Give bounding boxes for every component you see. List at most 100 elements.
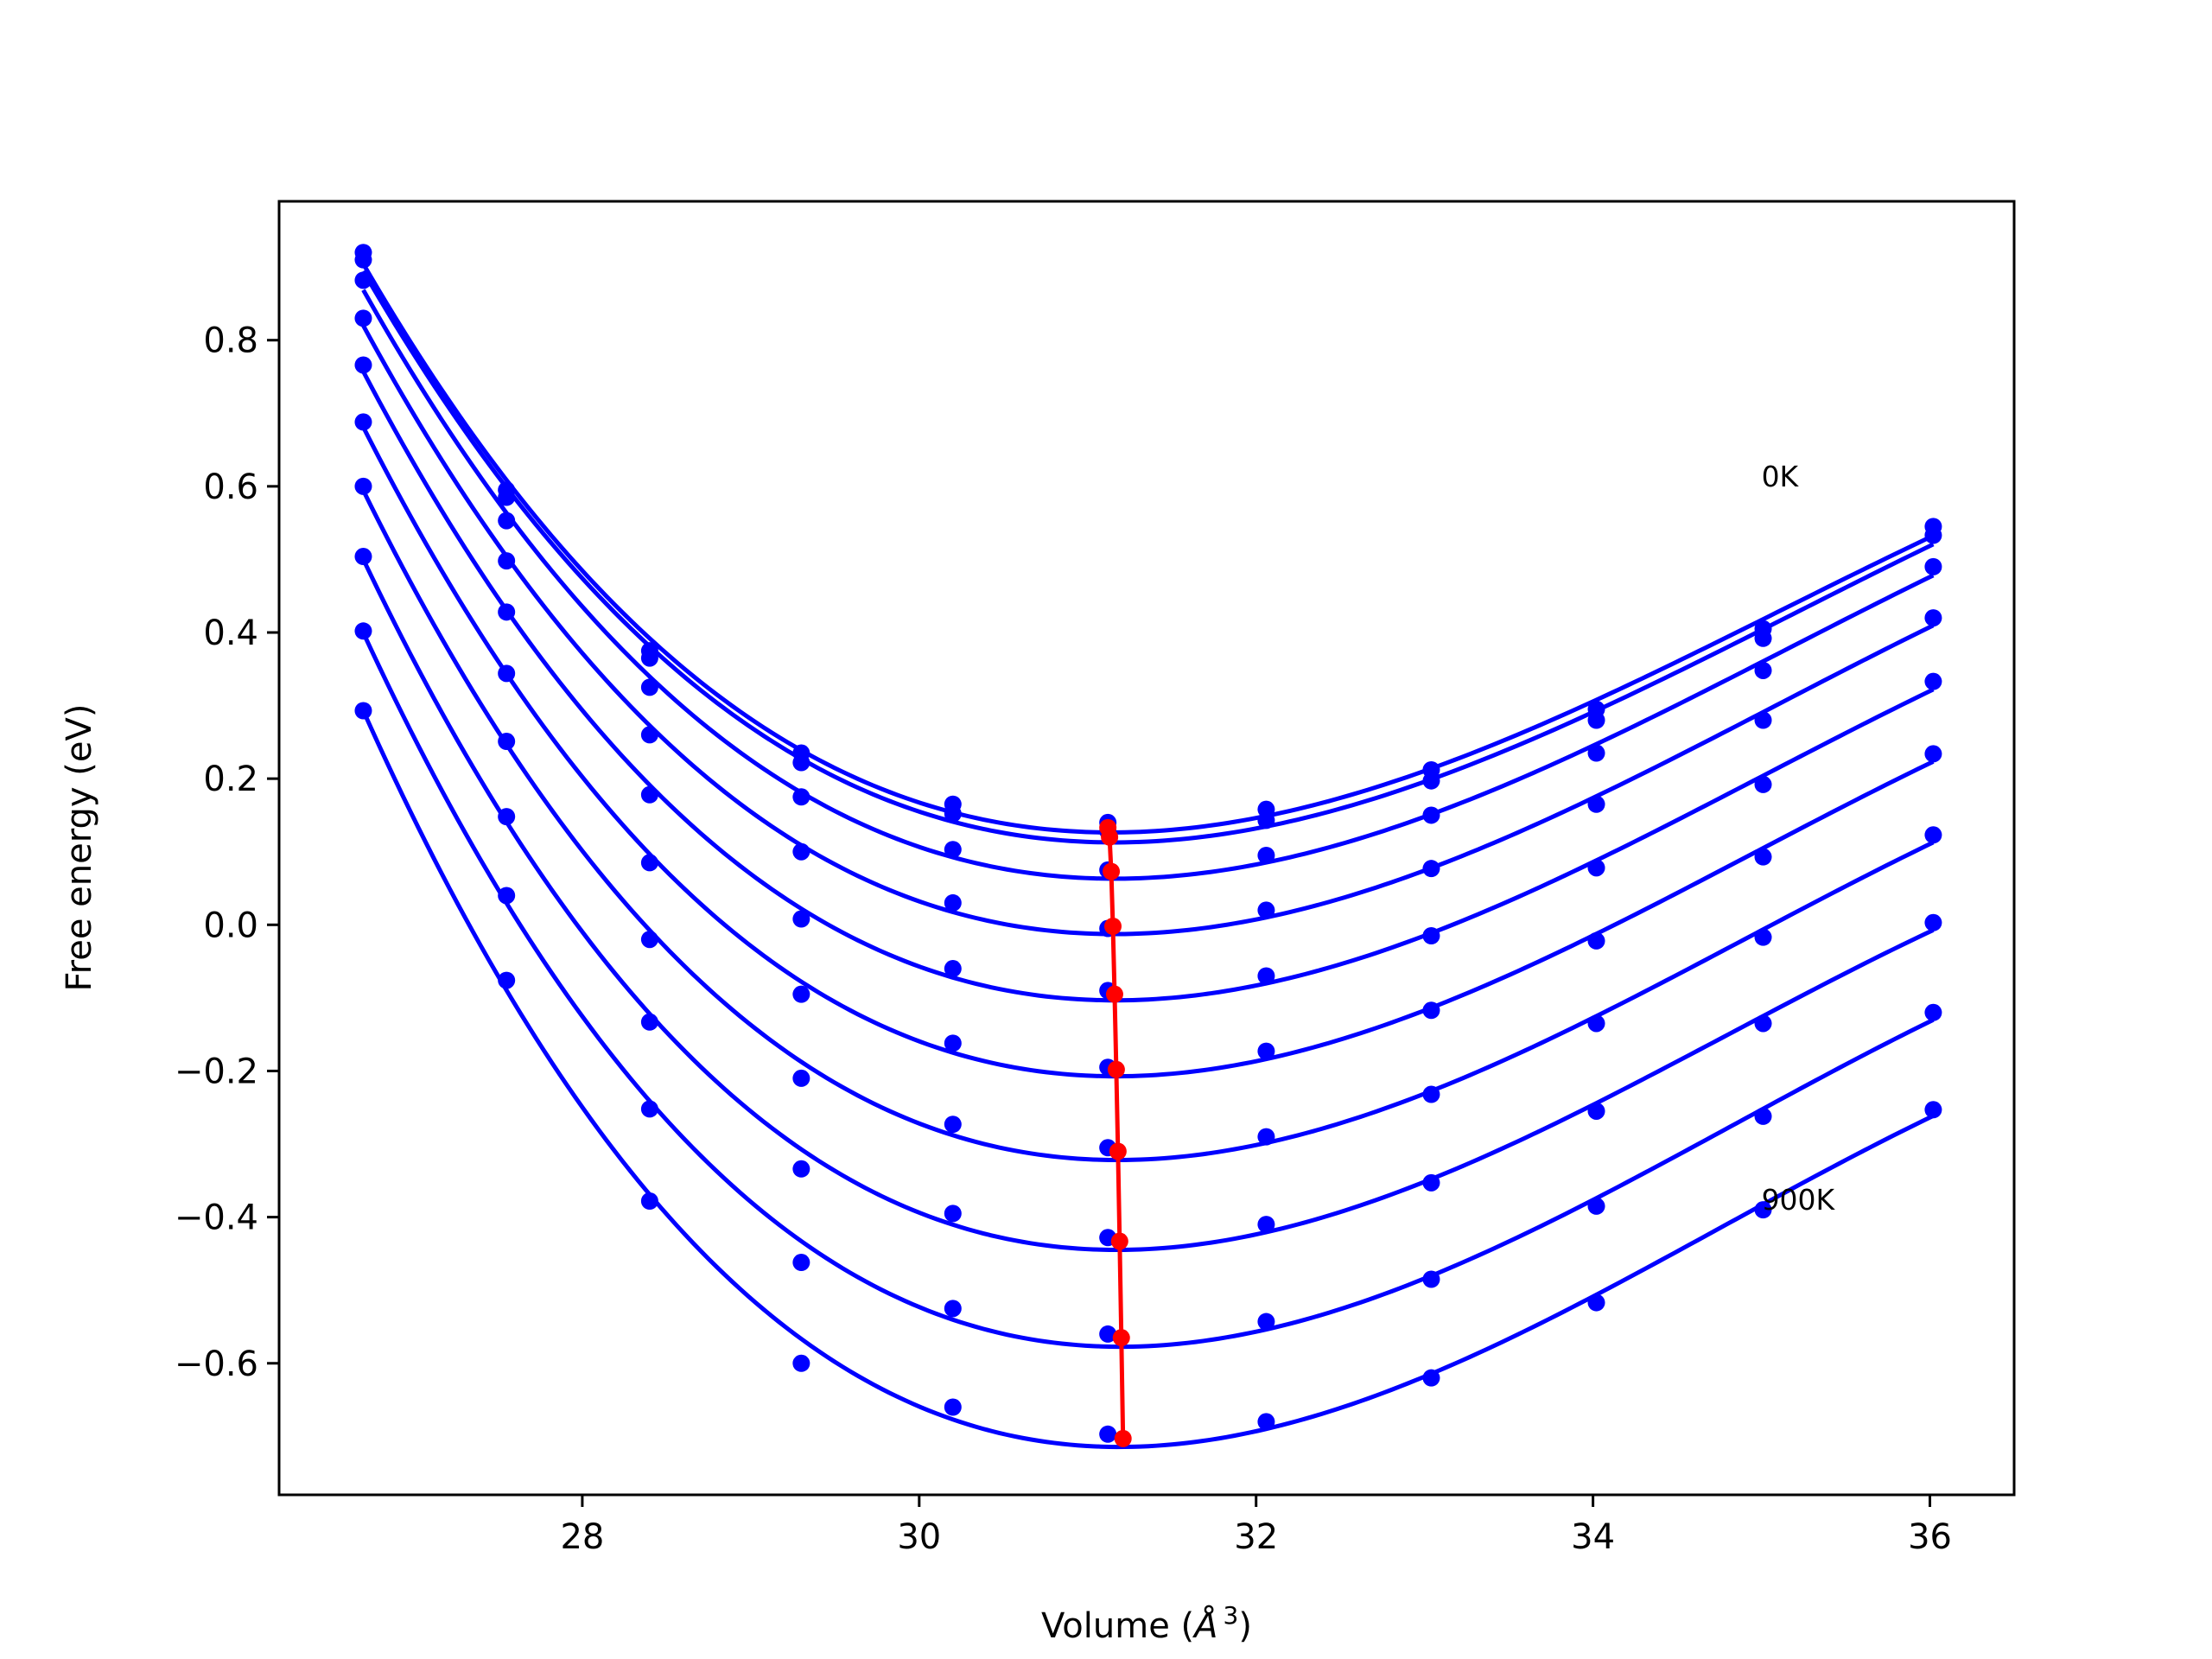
data-point bbox=[1422, 1085, 1440, 1103]
data-point bbox=[354, 548, 372, 566]
data-point bbox=[354, 622, 372, 640]
data-point bbox=[1257, 901, 1275, 919]
data-point bbox=[792, 910, 810, 928]
data-point bbox=[640, 1192, 658, 1211]
curve-series-8 bbox=[361, 558, 1935, 1253]
curve-series-1 bbox=[361, 263, 1935, 835]
curve-series-9 bbox=[361, 632, 1935, 1350]
data-point bbox=[498, 512, 516, 530]
minimum-point bbox=[1105, 985, 1123, 1003]
x-axis-label: Volume (Å 3) bbox=[1041, 1601, 1252, 1646]
data-point bbox=[354, 251, 372, 269]
data-point bbox=[640, 678, 658, 696]
curve-series-3 bbox=[361, 289, 1935, 881]
plot-frame bbox=[277, 200, 2016, 1497]
data-point bbox=[1754, 629, 1772, 647]
data-point bbox=[1257, 811, 1275, 830]
data-point bbox=[498, 552, 516, 570]
curve-series-5 bbox=[361, 370, 1935, 1003]
data-point bbox=[1099, 1325, 1117, 1343]
data-point bbox=[1587, 1102, 1605, 1120]
curve-annotations: 0K 900K bbox=[1762, 460, 1836, 1217]
y-axis-ticks: −0.6 −0.4 −0.2 0.0 0.2 0.4 0.6 0.8 bbox=[175, 321, 279, 1384]
x-axis-label-unit-symbol: Å bbox=[1192, 1605, 1217, 1646]
data-point bbox=[1099, 1425, 1117, 1443]
data-point bbox=[1924, 1101, 1942, 1119]
curve-series-10 bbox=[361, 709, 1935, 1450]
minimum-line bbox=[1105, 827, 1126, 1439]
data-point bbox=[640, 1013, 658, 1031]
data-point bbox=[354, 477, 372, 495]
data-point bbox=[354, 413, 372, 431]
data-point bbox=[1422, 1173, 1440, 1192]
x-tick-label: 32 bbox=[1234, 1517, 1278, 1557]
minimum-point bbox=[1107, 1060, 1125, 1078]
data-point bbox=[944, 1034, 962, 1052]
x-axis-label-exponent: 3 bbox=[1224, 1601, 1239, 1630]
data-point bbox=[1422, 806, 1440, 824]
data-point bbox=[792, 753, 810, 772]
data-point bbox=[944, 960, 962, 978]
data-point bbox=[792, 1254, 810, 1272]
x-tick-label: 28 bbox=[560, 1517, 604, 1557]
data-point bbox=[1924, 609, 1942, 627]
minimum-point bbox=[1109, 1142, 1127, 1160]
data-point bbox=[1924, 526, 1942, 544]
data-point bbox=[1587, 1197, 1605, 1215]
annotation-label: 900K bbox=[1762, 1183, 1836, 1217]
data-point bbox=[944, 841, 962, 859]
data-point bbox=[1754, 661, 1772, 679]
data-point bbox=[944, 1116, 962, 1134]
y-axis-label: Free energy (eV) bbox=[60, 704, 99, 992]
y-tick-label: −0.6 bbox=[175, 1344, 258, 1384]
y-tick-label: −0.4 bbox=[175, 1198, 258, 1238]
y-tick-label: 0.2 bbox=[203, 760, 258, 799]
data-point bbox=[1257, 1413, 1275, 1431]
data-point bbox=[1257, 967, 1275, 985]
data-point bbox=[498, 971, 516, 989]
minimum-point bbox=[1104, 917, 1122, 935]
x-axis-label-close: ) bbox=[1238, 1606, 1252, 1646]
data-point bbox=[1422, 1369, 1440, 1387]
y-tick-label: 0.8 bbox=[203, 321, 258, 361]
data-point bbox=[640, 785, 658, 804]
data-point bbox=[1587, 1014, 1605, 1033]
data-point bbox=[1754, 1014, 1772, 1033]
x-axis-ticks: 28 30 32 34 36 bbox=[560, 1495, 1952, 1557]
curve-series-6 bbox=[361, 426, 1935, 1079]
data-point bbox=[1587, 1294, 1605, 1312]
data-point bbox=[354, 271, 372, 289]
data-point bbox=[640, 931, 658, 949]
data-point bbox=[1587, 744, 1605, 762]
data-point bbox=[354, 309, 372, 327]
data-point bbox=[1924, 826, 1942, 844]
data-point bbox=[944, 1398, 962, 1416]
data-point bbox=[1754, 1107, 1772, 1125]
data-point bbox=[1754, 928, 1772, 946]
data-point bbox=[1422, 1001, 1440, 1020]
data-point bbox=[1754, 1201, 1772, 1219]
data-point bbox=[1754, 848, 1772, 866]
data-point bbox=[1924, 1003, 1942, 1021]
y-tick-label: −0.2 bbox=[175, 1052, 258, 1091]
data-point bbox=[1257, 1313, 1275, 1331]
data-point bbox=[792, 1069, 810, 1087]
x-tick-label: 34 bbox=[1571, 1517, 1615, 1557]
data-point bbox=[1924, 557, 1942, 575]
data-point bbox=[640, 649, 658, 667]
minimum-point bbox=[1114, 1429, 1132, 1447]
data-point bbox=[354, 356, 372, 374]
x-axis-label-text: Volume ( bbox=[1041, 1606, 1194, 1646]
data-point bbox=[792, 1160, 810, 1178]
data-point bbox=[1257, 846, 1275, 864]
curve-series-4 bbox=[361, 324, 1935, 937]
data-point bbox=[1257, 1042, 1275, 1060]
data-point bbox=[640, 854, 658, 872]
data-point bbox=[354, 702, 372, 720]
y-tick-label: 0.4 bbox=[203, 613, 258, 653]
data-point bbox=[640, 726, 658, 744]
data-point bbox=[944, 893, 962, 912]
data-point bbox=[1257, 1216, 1275, 1234]
data-point bbox=[498, 733, 516, 751]
